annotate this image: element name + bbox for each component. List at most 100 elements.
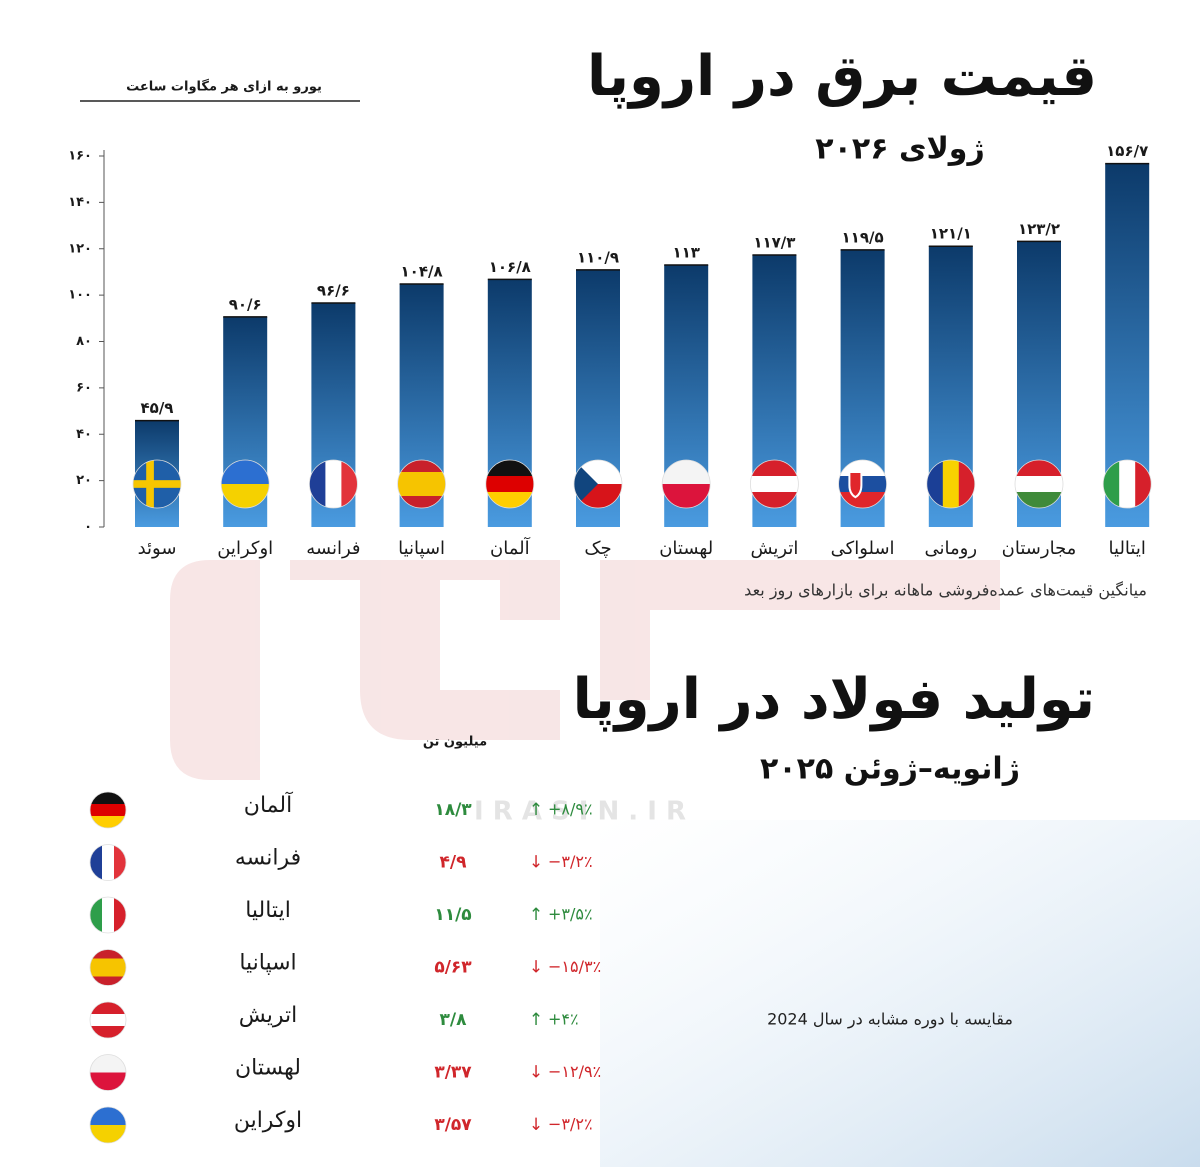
watermark-logo <box>170 560 1000 780</box>
chart-note: میانگین قیمت‌های عمده‌فروشی ماهانه برای … <box>744 581 1147 601</box>
chart-subtitle: ژولای ۲۰۲۶ <box>815 132 984 167</box>
value-label: ۱۲۳/۲ <box>1018 220 1060 238</box>
y-tick-label: ۴۰ <box>76 427 92 442</box>
production-value: ۱۸/۳ <box>434 800 472 820</box>
table-unit: میلیون تن <box>423 735 487 750</box>
flag <box>90 1002 126 1038</box>
flag <box>90 897 126 933</box>
change-value: +۸/۹٪ <box>548 800 593 819</box>
flag <box>485 460 534 508</box>
x-tick-label: سوئد <box>138 538 177 559</box>
table-subtitle: ژانویه–ژوئن ۲۰۲۵ <box>760 752 1020 787</box>
flag-stripe <box>1015 476 1063 493</box>
flag-stripe <box>102 897 115 933</box>
y-tick-label: ۲۰ <box>76 473 92 488</box>
trend-arrow: ↓ <box>529 1063 543 1083</box>
flag-stripe <box>90 976 126 986</box>
flag-stripe <box>114 844 126 881</box>
country-name: ایتالیا <box>245 898 291 923</box>
value-label: ۹۶/۶ <box>317 282 350 300</box>
x-tick-label: اوکراین <box>217 538 273 559</box>
value-label: ۱۱۹/۵ <box>842 228 884 246</box>
trend-arrow: ↓ <box>529 958 543 978</box>
flag-stripe <box>309 460 326 508</box>
flag-stripe <box>90 1054 126 1073</box>
flag <box>90 1107 126 1143</box>
trend-arrow: ↑ <box>529 800 543 820</box>
country-name: اتریش <box>239 1003 298 1028</box>
x-tick-label: آلمان <box>490 536 531 559</box>
x-tick-label: مجارستان <box>1002 538 1077 559</box>
flag-rim <box>89 1001 127 1039</box>
x-tick-label: اتریش <box>750 538 798 559</box>
flag-stripe <box>90 1014 126 1027</box>
value-label: ۹۰/۶ <box>229 295 262 313</box>
flag <box>90 949 126 986</box>
flag-stripe <box>942 460 960 508</box>
flag-rim <box>89 844 127 881</box>
flag-rim <box>89 791 127 829</box>
change-value: −۱۵/۳٪ <box>548 957 601 976</box>
value-label: ۱۵۶/۷ <box>1106 142 1148 160</box>
flag-rim <box>132 459 182 509</box>
change-value: −۱۲/۹٪ <box>548 1062 601 1081</box>
trend-arrow: ↑ <box>529 905 543 925</box>
flag <box>90 844 126 881</box>
production-value: ۴/۹ <box>440 853 468 873</box>
flag-stripe <box>838 492 887 508</box>
value-label: ۱۱۳ <box>672 243 699 261</box>
country-name: آلمان <box>244 791 293 818</box>
y-tick-label: ۱۰۰ <box>68 288 92 303</box>
y-tick-label: ۶۰ <box>76 380 92 395</box>
flag-cross <box>146 460 154 508</box>
value-label: ۱۰۶/۸ <box>489 258 531 276</box>
flag <box>926 460 975 508</box>
flag-stripe <box>485 476 534 493</box>
x-tick-label: فرانسه <box>306 538 360 559</box>
flag-stripe <box>90 1107 126 1126</box>
flag-rim <box>1014 459 1064 509</box>
flag-stripe <box>485 492 534 508</box>
country-name: اوکراین <box>234 1108 302 1133</box>
flag-stripe <box>397 484 446 497</box>
trend-arrow: ↓ <box>529 853 543 873</box>
flag-stripe <box>750 460 799 477</box>
flag-stripe <box>958 460 975 508</box>
value-label: ۱۱۷/۳ <box>753 234 795 252</box>
flag-stripe <box>485 460 534 477</box>
flag-stripe <box>114 897 126 933</box>
flag-rim <box>89 949 127 986</box>
background-image <box>600 820 1200 1167</box>
flag-rim <box>573 459 623 509</box>
flag-stripe <box>90 804 126 817</box>
flag-rim <box>89 1054 127 1091</box>
flag-stripe <box>1135 460 1152 508</box>
flag-stripe <box>90 1072 126 1091</box>
flag-stripe <box>325 460 342 508</box>
flag-stripe <box>102 844 115 881</box>
production-value: ۱۱/۵ <box>434 905 471 925</box>
flag <box>309 460 358 508</box>
change-value: +۴٪ <box>548 1010 579 1029</box>
y-tick-label: ۱۲۰ <box>68 241 92 256</box>
flag-stripe <box>341 460 358 508</box>
x-tick-label: اسلواکی <box>831 538 895 559</box>
country-name: لهستان <box>235 1056 301 1081</box>
value-label: ۴۵/۹ <box>141 399 174 417</box>
x-tick-label: رومانی <box>925 538 978 559</box>
flag-stripe <box>90 792 126 805</box>
production-value: ۳/۸ <box>440 1010 468 1030</box>
flag-rim <box>89 1106 127 1144</box>
change-value: +۳/۵٪ <box>548 905 593 924</box>
flag <box>1103 460 1152 508</box>
trend-arrow: ↓ <box>529 1115 543 1135</box>
x-tick-label: ایتالیا <box>1109 538 1146 559</box>
x-tick-label: لهستان <box>659 538 713 559</box>
flag-rim <box>838 459 887 509</box>
flag-rim <box>926 459 976 509</box>
y-axis-label: یورو به ازای هر مگاوات ساعت <box>126 79 322 95</box>
flag-rim <box>1102 459 1152 509</box>
y-tick-label: ۱۴۰ <box>68 195 92 210</box>
flag-rim <box>397 459 447 509</box>
